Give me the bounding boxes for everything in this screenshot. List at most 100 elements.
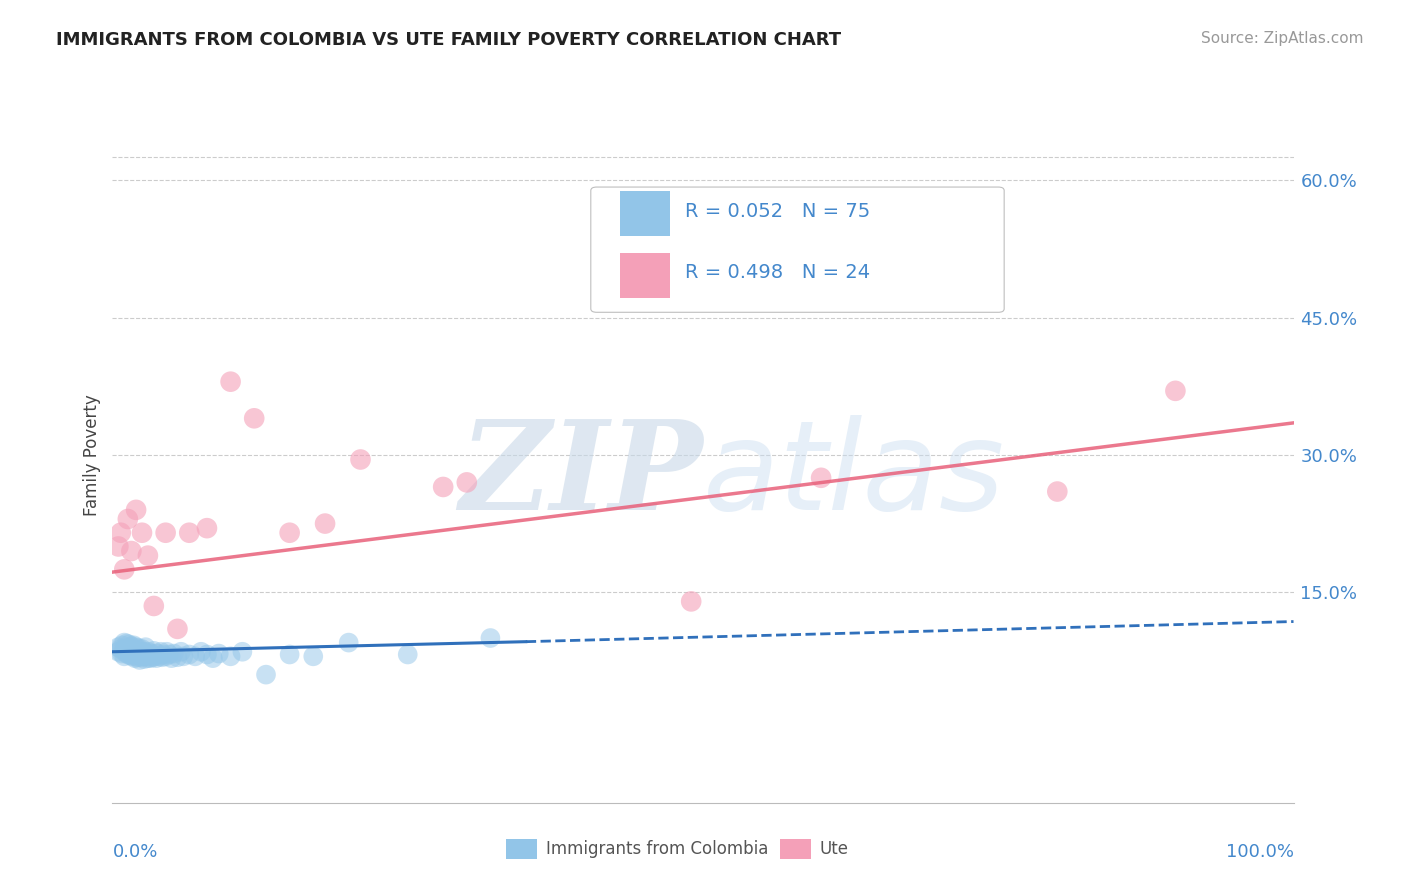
Point: [142, 644, 165, 658]
Text: R = 0.052   N = 75: R = 0.052 N = 75: [685, 202, 870, 221]
Bar: [620, 253, 669, 298]
Point: [118, 642, 141, 657]
Point: [128, 653, 150, 667]
Point: [152, 648, 174, 662]
Point: [127, 648, 149, 663]
Point: [127, 641, 149, 656]
Point: [1046, 484, 1069, 499]
Point: [479, 631, 502, 645]
Point: [138, 648, 160, 662]
Point: [117, 648, 139, 662]
Text: Immigrants from Colombia: Immigrants from Colombia: [546, 840, 768, 858]
Point: [141, 647, 163, 661]
Point: [136, 645, 159, 659]
Point: [111, 638, 134, 652]
Point: [179, 525, 201, 540]
Point: [120, 544, 142, 558]
Point: [219, 649, 242, 664]
Point: [117, 512, 139, 526]
Point: [190, 645, 212, 659]
Text: ZIP: ZIP: [460, 415, 703, 537]
Point: [142, 650, 165, 665]
Point: [112, 562, 135, 576]
Point: [127, 650, 149, 665]
Point: [243, 411, 266, 425]
Point: [166, 622, 188, 636]
Point: [278, 648, 301, 662]
Bar: [620, 191, 669, 235]
Point: [143, 649, 166, 664]
Point: [118, 637, 141, 651]
Point: [142, 599, 165, 613]
Point: [125, 647, 148, 661]
Point: [195, 521, 218, 535]
Text: Source: ZipAtlas.com: Source: ZipAtlas.com: [1201, 31, 1364, 46]
Point: [456, 475, 478, 490]
Point: [115, 641, 138, 656]
Point: [681, 594, 703, 608]
Point: [112, 649, 135, 664]
Point: [134, 645, 156, 659]
Point: [149, 649, 172, 664]
Point: [110, 642, 132, 657]
Point: [145, 651, 167, 665]
Point: [136, 651, 159, 665]
Point: [125, 640, 148, 655]
Point: [170, 645, 193, 659]
Point: [195, 648, 218, 662]
Text: IMMIGRANTS FROM COLOMBIA VS UTE FAMILY POVERTY CORRELATION CHART: IMMIGRANTS FROM COLOMBIA VS UTE FAMILY P…: [56, 31, 841, 49]
Point: [111, 647, 134, 661]
Point: [254, 667, 277, 681]
Point: [134, 652, 156, 666]
Point: [135, 640, 157, 655]
Point: [231, 645, 253, 659]
Point: [115, 636, 138, 650]
Text: Ute: Ute: [820, 840, 849, 858]
Point: [121, 649, 143, 664]
Point: [139, 651, 162, 665]
Point: [136, 549, 159, 563]
Point: [114, 646, 136, 660]
Point: [208, 647, 231, 661]
Point: [112, 642, 135, 657]
Point: [156, 645, 179, 659]
Point: [125, 503, 148, 517]
Point: [110, 525, 132, 540]
Point: [135, 649, 157, 664]
FancyBboxPatch shape: [591, 187, 1004, 312]
Point: [107, 540, 129, 554]
Point: [157, 648, 180, 662]
Point: [107, 640, 129, 655]
Point: [107, 645, 129, 659]
Point: [120, 647, 142, 661]
Point: [201, 651, 224, 665]
Point: [1164, 384, 1187, 398]
Point: [179, 648, 201, 662]
Point: [120, 648, 142, 663]
Point: [129, 650, 152, 665]
Point: [396, 648, 419, 662]
Y-axis label: Family Poverty: Family Poverty: [83, 394, 101, 516]
Point: [112, 635, 135, 649]
Point: [128, 646, 150, 660]
Text: 100.0%: 100.0%: [1226, 843, 1294, 861]
Point: [278, 525, 301, 540]
Point: [122, 644, 145, 658]
Point: [432, 480, 454, 494]
Point: [160, 651, 183, 665]
Point: [146, 647, 169, 661]
Point: [120, 643, 142, 657]
Point: [349, 452, 371, 467]
Point: [184, 649, 207, 664]
Point: [337, 635, 360, 649]
Point: [172, 649, 194, 664]
Point: [135, 647, 157, 661]
Point: [166, 650, 188, 665]
Text: atlas: atlas: [703, 416, 1005, 536]
Point: [155, 649, 177, 664]
Point: [120, 639, 142, 653]
Point: [131, 648, 153, 662]
Point: [131, 642, 153, 657]
Point: [127, 645, 149, 659]
Point: [150, 650, 173, 665]
